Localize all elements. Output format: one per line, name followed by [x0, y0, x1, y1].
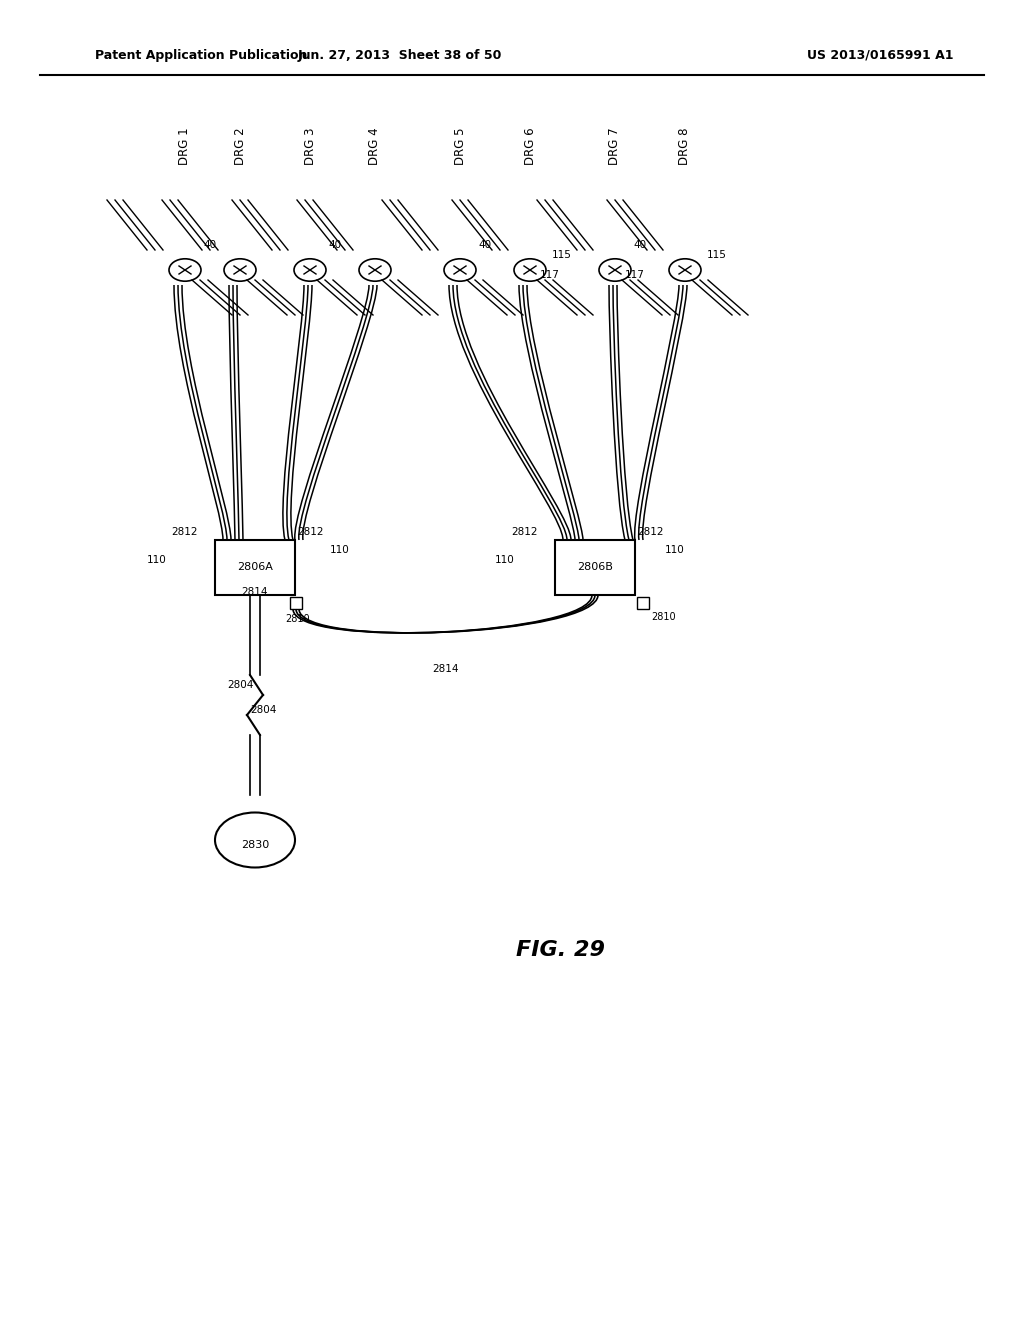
Text: 2804: 2804 [250, 705, 276, 715]
Text: 110: 110 [665, 545, 685, 554]
Text: 2804: 2804 [227, 680, 253, 690]
Text: 115: 115 [552, 249, 571, 260]
Text: DRG 2: DRG 2 [233, 127, 247, 165]
FancyBboxPatch shape [555, 540, 635, 595]
Text: 2810: 2810 [285, 614, 309, 624]
Text: 2806A: 2806A [238, 562, 273, 573]
Text: 40: 40 [478, 240, 492, 249]
Text: DRG 8: DRG 8 [679, 128, 691, 165]
Ellipse shape [215, 813, 295, 867]
Text: 110: 110 [496, 554, 515, 565]
Text: 117: 117 [540, 271, 560, 280]
Text: 2810: 2810 [651, 612, 676, 622]
Text: 2812: 2812 [297, 527, 324, 537]
Text: 40: 40 [203, 240, 216, 249]
Text: 117: 117 [625, 271, 645, 280]
FancyBboxPatch shape [637, 597, 649, 609]
FancyBboxPatch shape [290, 597, 302, 609]
Text: 2806B: 2806B [578, 562, 613, 573]
Text: DRG 4: DRG 4 [369, 127, 382, 165]
Text: DRG 7: DRG 7 [608, 127, 622, 165]
Text: 110: 110 [330, 545, 350, 554]
Text: 2814: 2814 [432, 664, 459, 675]
Text: 2830: 2830 [241, 840, 269, 850]
Text: 2812: 2812 [512, 527, 539, 537]
Text: DRG 3: DRG 3 [303, 128, 316, 165]
Text: 115: 115 [707, 249, 727, 260]
FancyBboxPatch shape [215, 540, 295, 595]
Text: DRG 5: DRG 5 [454, 128, 467, 165]
Text: 2812: 2812 [637, 527, 664, 537]
Text: 2812: 2812 [172, 527, 199, 537]
Text: DRG 1: DRG 1 [178, 127, 191, 165]
Text: DRG 6: DRG 6 [523, 127, 537, 165]
Text: Patent Application Publication: Patent Application Publication [95, 49, 307, 62]
Text: 2814: 2814 [242, 587, 268, 597]
Text: FIG. 29: FIG. 29 [515, 940, 604, 960]
Text: Jun. 27, 2013  Sheet 38 of 50: Jun. 27, 2013 Sheet 38 of 50 [298, 49, 502, 62]
Text: US 2013/0165991 A1: US 2013/0165991 A1 [807, 49, 953, 62]
Text: 40: 40 [633, 240, 646, 249]
Text: 40: 40 [328, 240, 341, 249]
Text: 110: 110 [147, 554, 167, 565]
